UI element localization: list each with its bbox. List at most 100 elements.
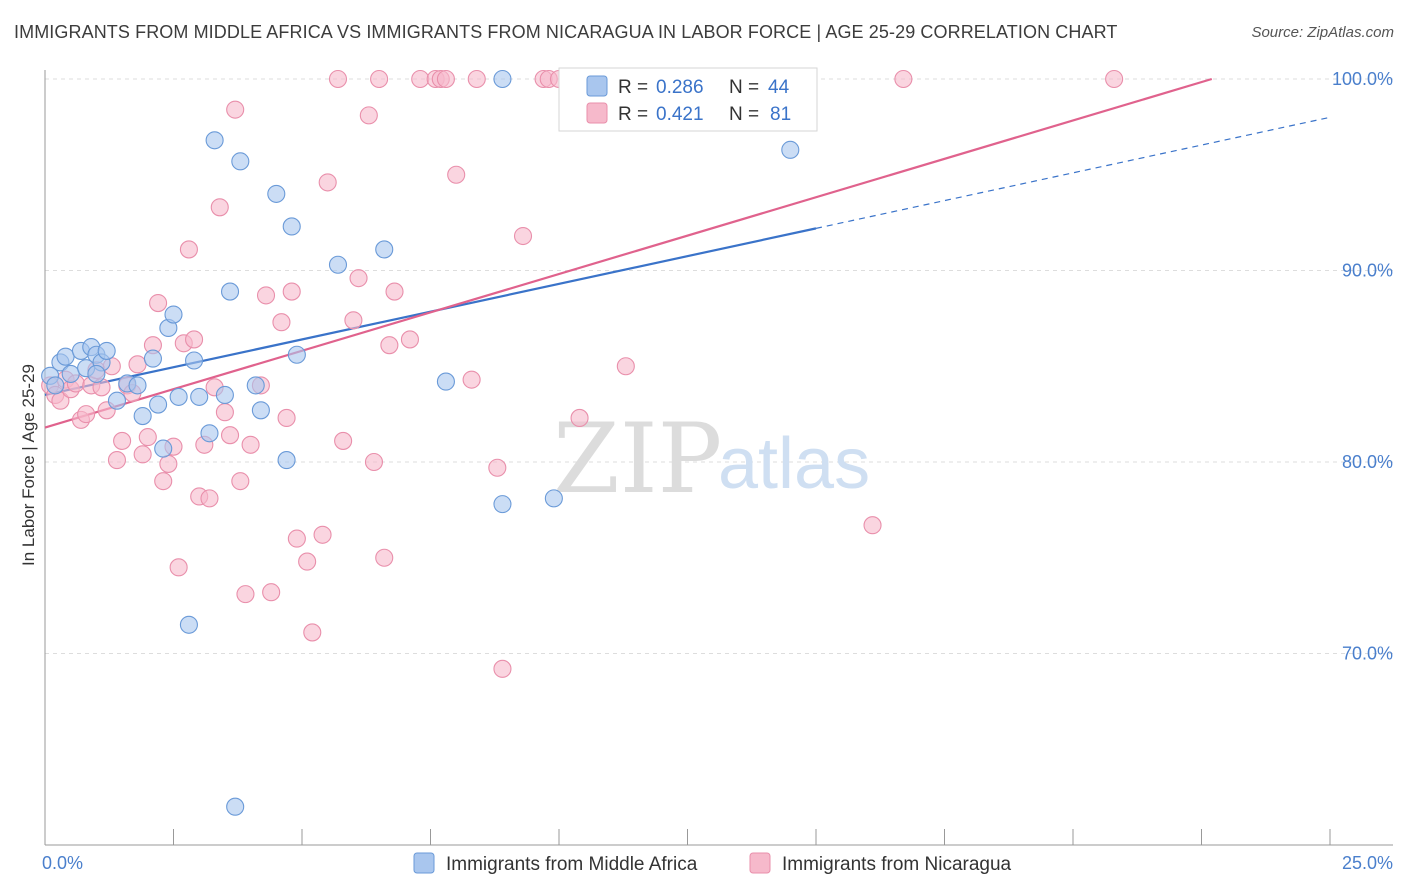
point-nicaragua bbox=[128, 355, 147, 374]
y-tick-label: 70.0% bbox=[1342, 644, 1393, 664]
point-nicaragua bbox=[77, 405, 96, 424]
point-nicaragua bbox=[894, 69, 913, 89]
point-middle-africa bbox=[375, 240, 394, 259]
point-nicaragua bbox=[616, 357, 635, 376]
point-nicaragua bbox=[210, 198, 229, 217]
point-middle-africa bbox=[164, 305, 183, 324]
chart-source: Source: ZipAtlas.com bbox=[1251, 24, 1394, 41]
point-middle-africa bbox=[46, 376, 65, 395]
point-middle-africa bbox=[200, 424, 219, 443]
point-middle-africa bbox=[87, 364, 106, 383]
point-nicaragua bbox=[364, 452, 384, 472]
point-nicaragua bbox=[231, 472, 250, 491]
point-middle-africa bbox=[251, 401, 270, 420]
point-nicaragua bbox=[215, 403, 234, 422]
point-middle-africa bbox=[215, 385, 234, 405]
point-nicaragua bbox=[303, 623, 322, 642]
point-middle-africa bbox=[493, 495, 512, 514]
bottom-legend-swatch-pink bbox=[749, 852, 771, 874]
point-middle-africa bbox=[169, 387, 188, 406]
point-nicaragua bbox=[262, 583, 281, 602]
point-nicaragua bbox=[370, 69, 389, 89]
point-nicaragua bbox=[318, 173, 337, 192]
point-nicaragua bbox=[298, 552, 317, 571]
point-nicaragua bbox=[447, 165, 466, 184]
point-nicaragua bbox=[179, 240, 198, 259]
point-middle-africa bbox=[436, 372, 455, 391]
point-middle-africa bbox=[287, 345, 306, 364]
legend-r-label-blue: R = bbox=[618, 77, 648, 98]
point-nicaragua bbox=[344, 311, 363, 330]
y-axis-title: In Labor Force | Age 25-29 bbox=[19, 364, 38, 566]
point-nicaragua bbox=[277, 408, 296, 428]
series-legend: Immigrants from Middle Africa Immigrants… bbox=[413, 852, 1012, 875]
point-middle-africa bbox=[277, 451, 296, 470]
point-nicaragua bbox=[282, 282, 301, 301]
legend-r-value-blue: 0.286 bbox=[656, 77, 704, 98]
trend-line-middle-africa-extension bbox=[815, 116, 1331, 229]
legend-r-value-pink: 0.421 bbox=[656, 104, 704, 125]
point-nicaragua bbox=[138, 428, 157, 447]
bottom-legend-label-blue: Immigrants from Middle Africa bbox=[446, 854, 698, 875]
point-middle-africa bbox=[267, 184, 286, 203]
x-tick-label-max: 25.0% bbox=[1342, 853, 1393, 873]
legend-n-label-blue: N = bbox=[729, 77, 759, 98]
trend-line-nicaragua bbox=[44, 77, 1213, 429]
point-nicaragua bbox=[133, 445, 152, 464]
point-middle-africa bbox=[231, 152, 250, 171]
point-nicaragua bbox=[513, 226, 533, 246]
grid-layer bbox=[45, 78, 1393, 654]
point-nicaragua bbox=[200, 489, 219, 508]
point-nicaragua bbox=[241, 435, 260, 454]
point-nicaragua bbox=[236, 585, 255, 604]
point-nicaragua bbox=[154, 472, 173, 491]
point-middle-africa bbox=[246, 376, 265, 395]
point-nicaragua bbox=[436, 69, 455, 89]
legend-r-label-pink: R = bbox=[618, 104, 648, 125]
point-nicaragua bbox=[169, 558, 188, 577]
point-middle-africa bbox=[154, 439, 173, 458]
point-nicaragua bbox=[493, 659, 512, 678]
point-middle-africa bbox=[133, 406, 152, 426]
bottom-legend-swatch-blue bbox=[413, 852, 435, 874]
point-nicaragua bbox=[272, 313, 291, 332]
legend-swatch-blue bbox=[586, 75, 608, 97]
point-nicaragua bbox=[313, 525, 332, 544]
trend-layer bbox=[44, 77, 1331, 429]
point-middle-africa bbox=[56, 347, 75, 366]
point-nicaragua bbox=[107, 451, 127, 470]
point-middle-africa bbox=[179, 615, 198, 634]
point-middle-africa bbox=[143, 349, 162, 368]
chart-title: IMMIGRANTS FROM MIDDLE AFRICA VS IMMIGRA… bbox=[14, 22, 1118, 42]
point-nicaragua bbox=[113, 431, 132, 450]
point-middle-africa bbox=[328, 255, 348, 274]
y-tick-label: 100.0% bbox=[1332, 69, 1393, 89]
points-layer bbox=[41, 69, 1124, 816]
point-middle-africa bbox=[544, 489, 563, 508]
point-nicaragua bbox=[185, 330, 204, 349]
point-middle-africa bbox=[781, 140, 800, 159]
stats-legend: R = 0.286 N = 44 R = 0.421 N = 81 bbox=[558, 67, 818, 132]
legend-n-value-pink: 81 bbox=[770, 104, 791, 125]
y-tick-label: 90.0% bbox=[1342, 261, 1393, 281]
point-middle-africa bbox=[128, 376, 147, 395]
point-middle-africa bbox=[185, 351, 204, 370]
y-tick-labels: 70.0% 80.0% 90.0% 100.0% bbox=[1332, 69, 1393, 664]
legend-n-value-blue: 44 bbox=[768, 77, 790, 98]
point-nicaragua bbox=[226, 100, 245, 119]
point-nicaragua bbox=[359, 106, 378, 125]
point-nicaragua bbox=[1105, 69, 1124, 89]
point-nicaragua bbox=[570, 408, 589, 428]
point-nicaragua bbox=[411, 69, 430, 89]
point-nicaragua bbox=[334, 431, 353, 450]
legend-swatch-pink bbox=[586, 102, 608, 124]
point-nicaragua bbox=[349, 269, 368, 288]
point-middle-africa bbox=[220, 282, 240, 301]
point-middle-africa bbox=[226, 797, 245, 816]
point-nicaragua bbox=[380, 336, 399, 355]
x-tick-label-min: 0.0% bbox=[42, 853, 83, 873]
axis-layer bbox=[44, 70, 1393, 846]
point-nicaragua bbox=[149, 294, 168, 313]
point-middle-africa bbox=[493, 69, 512, 89]
